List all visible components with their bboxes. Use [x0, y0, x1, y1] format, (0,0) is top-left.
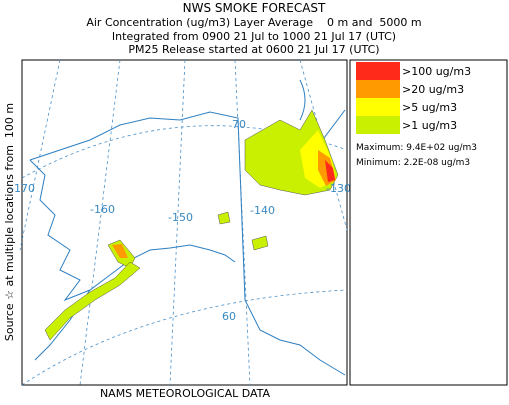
- legend-label: >5 ug/m3: [402, 101, 457, 114]
- header-line: PM25 Release started at 0600 21 Jul 17 (…: [128, 43, 379, 56]
- graticule: [169, 59, 186, 386]
- map-label: -140: [250, 204, 275, 217]
- legend-swatch: [356, 62, 400, 80]
- coastline: [29, 159, 236, 302]
- graticule: [79, 59, 121, 386]
- legend-label: >20 ug/m3: [402, 83, 464, 96]
- legend-label: >1 ug/m3: [402, 119, 457, 132]
- legend: >100 ug/m3 >20 ug/m3 >5 ug/m3 >1 ug/m3 Maxim…: [356, 62, 477, 168]
- coastline: [29, 111, 346, 376]
- stat-line: Maximum: 9.4E+02 ug/m3: [356, 143, 477, 153]
- map-label: -130: [326, 182, 351, 195]
- stat-line: Minimum: 2.2E-08 ug/m3: [356, 158, 470, 168]
- title: NWS SMOKE FORECAST: [183, 1, 326, 15]
- legend-label: >100 ug/m3: [402, 65, 471, 78]
- map: -170 -160 -150 -140 -130 70 60: [10, 59, 351, 386]
- map-label: -170: [10, 182, 35, 195]
- side-label: Source ☆ at multiple locations from 100 …: [3, 103, 16, 341]
- legend-swatch: [356, 98, 400, 116]
- map-label: 60: [222, 310, 236, 323]
- smoke-plumes: [44, 109, 339, 341]
- map-label: 70: [232, 118, 246, 131]
- map-label: -150: [168, 211, 193, 224]
- map-label: -160: [90, 203, 115, 216]
- footer: NAMS METEOROLOGICAL DATA: [100, 387, 271, 400]
- legend-swatch: [356, 116, 400, 134]
- map-frame: [21, 59, 348, 386]
- header-line: Air Concentration (ug/m3) Layer Average …: [86, 16, 421, 29]
- graticule: [19, 59, 61, 251]
- header-line: Integrated from 0900 21 Jul to 1000 21 J…: [112, 30, 396, 43]
- legend-swatch: [356, 80, 400, 98]
- graticule: [299, 59, 348, 231]
